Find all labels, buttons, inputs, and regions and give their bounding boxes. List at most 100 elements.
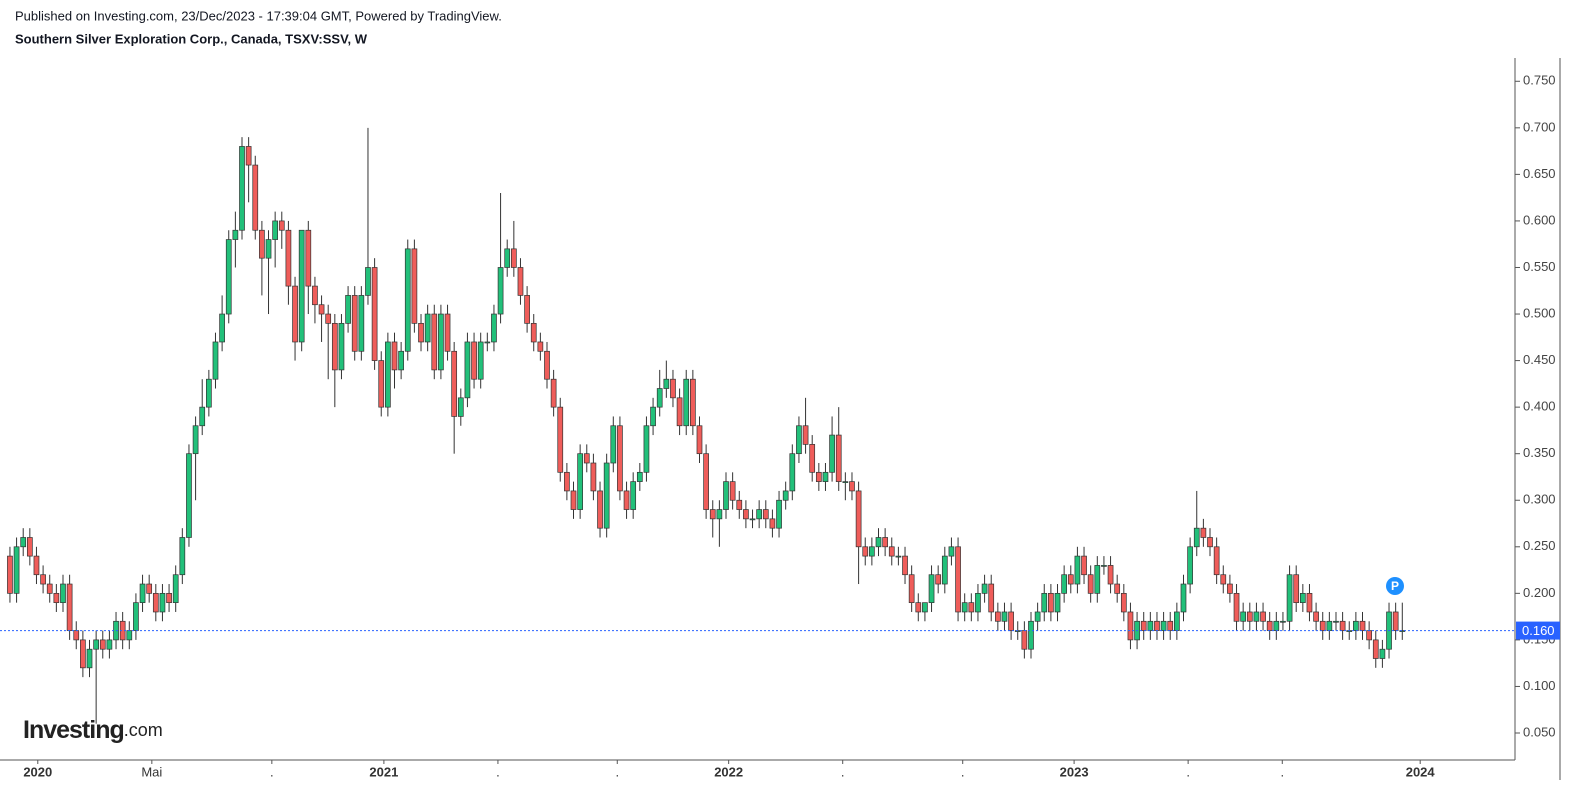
candle-body xyxy=(815,471,822,482)
candle-body xyxy=(1127,611,1134,641)
candle-body xyxy=(1359,620,1366,631)
candle-body xyxy=(20,537,27,548)
candle-body xyxy=(259,229,265,259)
candle-body xyxy=(1101,565,1107,567)
candle-body xyxy=(809,444,816,473)
candle-body xyxy=(232,229,239,240)
candle-body xyxy=(252,164,259,231)
y-tick-label: 0.650 xyxy=(1523,166,1556,181)
candle-body xyxy=(1293,574,1300,604)
candle-body xyxy=(245,146,252,166)
candle-body xyxy=(206,378,212,408)
candle-body xyxy=(325,313,332,324)
candle-body xyxy=(378,360,385,408)
candle-body xyxy=(1266,620,1273,631)
candle-body xyxy=(239,146,245,231)
candle-body xyxy=(802,425,809,445)
y-tick-label: 0.050 xyxy=(1523,724,1556,739)
candle-body xyxy=(869,546,875,557)
logo-suffix: .com xyxy=(124,720,163,740)
candle-body xyxy=(139,583,146,604)
candle-body xyxy=(1193,527,1200,548)
candle-body xyxy=(1114,583,1121,594)
candle-body xyxy=(418,322,424,343)
candle-body xyxy=(1081,555,1087,576)
candle-body xyxy=(26,537,33,557)
candle-body xyxy=(471,341,477,380)
candle-body xyxy=(1227,583,1233,594)
candle-body xyxy=(404,248,411,352)
candle-body xyxy=(1147,620,1154,631)
candle-body xyxy=(477,341,484,380)
candle-body xyxy=(7,555,13,594)
candle-body xyxy=(172,574,179,604)
candle-body xyxy=(192,425,199,455)
marker-label: P xyxy=(1391,579,1399,593)
candle-body xyxy=(961,602,968,613)
candle-body xyxy=(577,453,583,510)
candle-body xyxy=(736,499,743,510)
last-price-label: 0.160 xyxy=(1522,623,1555,638)
candle-body xyxy=(517,267,524,296)
candle-body xyxy=(1021,630,1028,650)
candle-body xyxy=(1366,630,1372,641)
y-tick-label: 0.700 xyxy=(1523,119,1556,134)
candle-body xyxy=(935,574,942,585)
candle-body xyxy=(981,583,988,594)
candle-body xyxy=(1339,620,1346,631)
candle-body xyxy=(358,295,365,352)
candle-body xyxy=(365,267,371,296)
candle-body xyxy=(1067,574,1074,585)
y-tick-label: 0.550 xyxy=(1523,259,1556,274)
candle-body xyxy=(464,341,471,399)
candle-body xyxy=(1207,537,1213,548)
candle-body xyxy=(776,499,782,529)
candle-body xyxy=(1087,574,1094,594)
candle-body xyxy=(756,509,763,520)
candle-body xyxy=(1174,611,1180,631)
candle-body xyxy=(789,453,796,492)
candle-body xyxy=(126,630,133,641)
candle-body xyxy=(345,295,351,324)
candle-body xyxy=(1107,565,1114,585)
candle-body xyxy=(862,546,869,557)
candle-body xyxy=(1200,527,1207,538)
candle-body xyxy=(623,490,630,510)
candle-body xyxy=(769,518,776,529)
candle-body xyxy=(729,481,736,501)
candle-body xyxy=(1034,611,1041,622)
x-tick-label: . xyxy=(1186,764,1190,779)
candle-body xyxy=(1220,574,1227,585)
candle-body xyxy=(166,592,172,604)
candle-body xyxy=(497,267,504,315)
x-tick-label: . xyxy=(615,764,619,779)
candle-body xyxy=(391,341,398,371)
candle-body xyxy=(630,481,637,510)
candle-body xyxy=(1187,546,1193,585)
candle-body xyxy=(709,509,716,520)
x-tick-label: 2021 xyxy=(369,764,398,779)
candle-body xyxy=(60,583,66,604)
candle-body xyxy=(431,313,438,371)
candle-body xyxy=(796,425,802,455)
candle-body xyxy=(46,583,53,594)
candle-body xyxy=(829,434,835,473)
x-tick-label: 2024 xyxy=(1406,764,1436,779)
candle-body xyxy=(683,378,690,427)
source-line: Published on Investing.com, 23/Dec/2023 … xyxy=(15,8,502,23)
candle-body xyxy=(451,350,458,417)
candle-body xyxy=(285,229,292,287)
candle-body xyxy=(716,509,723,520)
candle-body xyxy=(968,602,975,613)
candle-body xyxy=(928,574,935,604)
candle-body xyxy=(842,481,849,483)
candle-body xyxy=(643,425,650,473)
candle-body xyxy=(723,481,729,510)
candle-body xyxy=(1253,611,1260,622)
candle-body xyxy=(537,341,544,352)
candle-body xyxy=(1372,639,1379,659)
candle-body xyxy=(1120,592,1127,613)
candle-body xyxy=(1233,592,1240,622)
candle-body xyxy=(849,481,855,492)
